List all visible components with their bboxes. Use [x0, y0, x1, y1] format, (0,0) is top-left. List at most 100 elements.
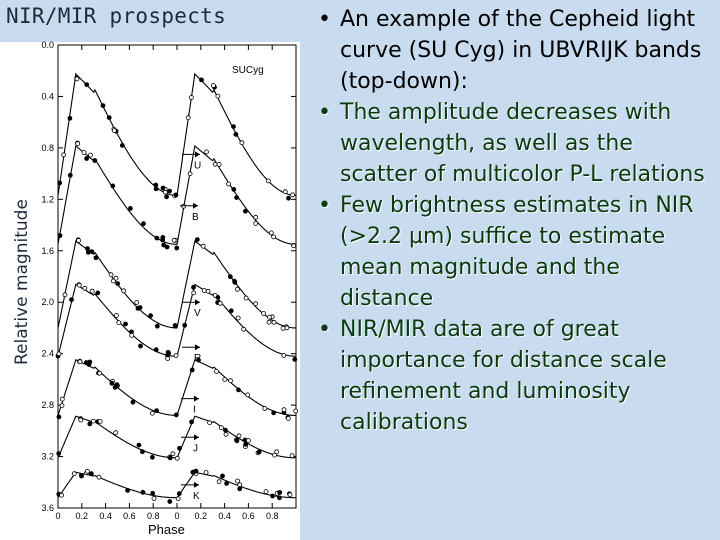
bullet-list: An example of the Cepheid light curve (S…	[308, 4, 716, 438]
data-point-V	[76, 238, 81, 243]
bullet-item: Few brightness estimates in NIR (>2.2 µm…	[308, 190, 716, 314]
data-point-B	[212, 161, 218, 167]
data-point-J	[236, 433, 242, 439]
data-point-R	[191, 284, 196, 290]
y-tick-label: 2.4	[41, 349, 54, 359]
data-point-I	[149, 410, 155, 416]
data-point-U	[61, 152, 67, 158]
data-point-R	[153, 347, 159, 353]
band-arrow-head	[195, 344, 200, 351]
data-point-K	[59, 492, 64, 498]
data-point-U	[231, 124, 236, 129]
data-point-V	[111, 278, 116, 284]
data-point-V	[200, 243, 206, 249]
data-point-I	[77, 359, 83, 365]
plot-frame	[57, 44, 297, 509]
data-point-J	[223, 431, 229, 437]
band-label-B: B	[192, 212, 199, 223]
series-curve-V	[57, 240, 296, 329]
x-axis-label: Phase	[148, 522, 185, 537]
data-point-I	[281, 407, 287, 413]
data-point-V	[108, 272, 114, 278]
bullet-item: NIR/MIR data are of great importance for…	[308, 314, 716, 438]
data-point-U	[265, 178, 271, 184]
data-point-B	[216, 161, 222, 167]
data-point-I	[196, 357, 201, 363]
data-point-U	[111, 128, 117, 134]
x-tick-label: 0.2	[76, 511, 89, 521]
band-label-K: K	[193, 491, 200, 502]
data-point-K	[175, 496, 181, 502]
data-point-K	[216, 479, 222, 485]
data-point-J	[223, 427, 228, 433]
data-point-I	[271, 410, 277, 416]
data-point-R	[89, 288, 95, 294]
data-point-K	[176, 491, 182, 497]
band-arrow-head	[195, 151, 200, 158]
data-point-R	[69, 297, 74, 303]
data-point-R	[114, 313, 119, 318]
y-tick-label: 3.2	[41, 452, 54, 462]
data-point-B	[253, 220, 259, 226]
data-point-R	[205, 288, 211, 294]
data-point-U	[100, 103, 106, 108]
data-point-U	[67, 115, 73, 121]
data-point-R	[76, 282, 82, 288]
data-point-K	[270, 493, 275, 499]
data-point-J	[272, 452, 278, 458]
data-point-U	[282, 189, 288, 195]
data-point-J	[177, 445, 182, 451]
data-point-R	[56, 351, 62, 357]
data-point-B	[161, 242, 167, 248]
data-point-V	[194, 237, 200, 243]
data-point-K	[96, 474, 102, 480]
data-point-U	[84, 82, 90, 87]
data-point-U	[164, 194, 170, 200]
data-point-I	[97, 370, 103, 376]
data-point-K	[167, 499, 173, 504]
light-curve-figure: Relative magnitude SUCyg Phase 0.0 0.4 0.8…	[0, 0, 300, 540]
data-point-I	[86, 361, 92, 367]
data-point-U	[74, 76, 80, 82]
data-point-I	[285, 415, 291, 421]
data-point-J	[243, 441, 249, 447]
data-point-J	[170, 451, 176, 457]
data-point-I	[130, 399, 136, 405]
data-point-R	[138, 343, 143, 349]
bullet-item: The amplitude decreases with wavelength,…	[308, 97, 716, 190]
data-point-J	[78, 417, 84, 423]
data-point-J	[189, 419, 195, 425]
data-point-U	[188, 95, 194, 100]
data-point-R	[95, 290, 101, 296]
data-point-K	[263, 489, 269, 495]
data-point-J	[91, 418, 96, 424]
data-point-R	[82, 285, 88, 291]
data-point-R	[292, 356, 298, 362]
data-point-J	[149, 454, 155, 460]
data-point-K	[71, 471, 77, 477]
y-tick-label: 2.8	[41, 400, 54, 410]
data-point-B	[67, 172, 73, 178]
data-point-R	[173, 353, 179, 358]
band-label-I: I	[193, 405, 196, 416]
data-point-R	[235, 315, 241, 321]
data-point-B	[231, 186, 237, 192]
data-point-U	[57, 180, 63, 186]
data-point-K	[237, 486, 243, 492]
data-point-V	[121, 288, 127, 294]
data-point-U	[119, 142, 125, 148]
data-point-I	[173, 412, 179, 418]
light-curve-chart: Relative magnitude SUCyg Phase 0.0 0.4 0.8…	[12, 40, 299, 537]
x-tick-label: 0	[55, 511, 60, 521]
data-point-R	[123, 321, 128, 327]
data-point-J	[136, 442, 142, 448]
data-point-U	[162, 189, 168, 195]
slide-title: NIR/MIR prospects	[6, 4, 227, 28]
data-point-V	[280, 325, 286, 331]
x-tick-label: 0.4	[99, 511, 112, 521]
data-point-V	[234, 286, 240, 292]
band-arrow-head	[194, 395, 199, 402]
x-tick-label: 0.6	[123, 511, 136, 521]
data-point-I	[109, 380, 115, 386]
data-point-J	[256, 449, 262, 455]
